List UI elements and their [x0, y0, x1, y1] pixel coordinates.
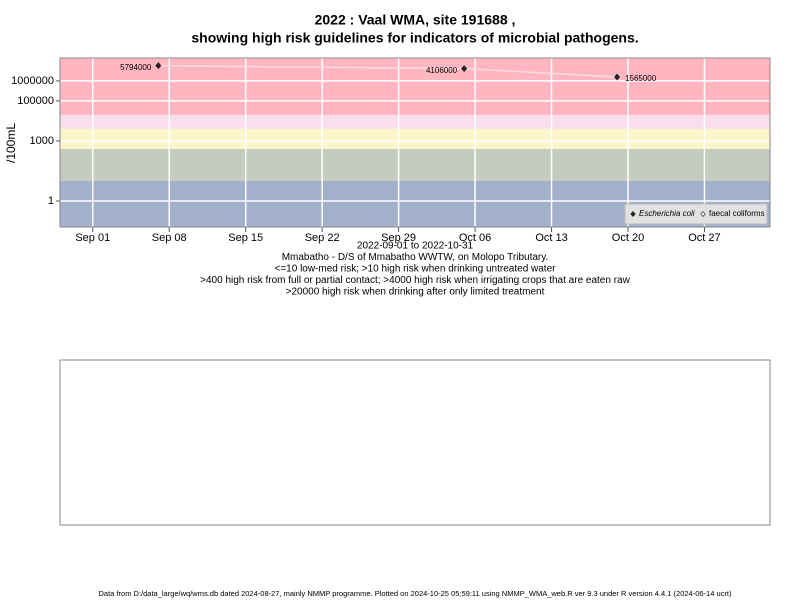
plot-area — [60, 58, 770, 227]
x-tick-label: Sep 29 — [381, 232, 416, 244]
data-label: 4106000 — [426, 66, 458, 75]
data-label: 1565000 — [625, 74, 657, 83]
y-axis-label: /100mL — [4, 123, 18, 163]
subtitle: 2022-09-01 to 2022-10-31 — [357, 241, 474, 252]
x-tick-label: Oct 13 — [535, 232, 567, 244]
x-tick-label: Oct 20 — [612, 232, 644, 244]
x-tick-label: Sep 08 — [152, 232, 187, 244]
risk-band — [60, 128, 770, 149]
x-tick-label: Sep 01 — [75, 232, 110, 244]
y-tick-label: 1 — [48, 195, 54, 207]
footer: Data from D:/data_large/wq/wms.db dated … — [99, 589, 732, 598]
y-tick-label: 100000 — [17, 95, 54, 107]
y-tick-label: 1000 — [30, 135, 54, 147]
y-tick-label: 1000000 — [11, 75, 54, 87]
plot-frame — [59, 57, 771, 228]
x-tick-label: Oct 06 — [459, 232, 491, 244]
subtitle: Mmabatho - D/S of Mmabatho WWTW, on Molo… — [282, 252, 549, 263]
chart-title: 2022 : Vaal WMA, site 191688 , — [315, 12, 516, 28]
x-tick-label: Oct 27 — [688, 232, 720, 244]
subtitle: <=10 low-med risk; >10 high risk when dr… — [275, 264, 557, 275]
subtitle: >400 high risk from full or partial cont… — [200, 275, 630, 286]
data-label: 5794000 — [120, 63, 152, 72]
legend-marker — [630, 211, 636, 217]
data-point — [614, 73, 621, 81]
risk-band — [60, 114, 770, 129]
x-tick-label: Sep 22 — [305, 232, 340, 244]
legend-label: faecal coliforms — [709, 209, 765, 218]
risk-band — [60, 148, 770, 181]
empty-panel — [59, 359, 771, 526]
risk-band — [60, 58, 770, 115]
legend-label: Escherichia coli — [639, 209, 695, 218]
data-point — [155, 62, 162, 70]
chart-title: showing high risk guidelines for indicat… — [191, 30, 638, 46]
subtitle: >20000 high risk when drinking after onl… — [286, 287, 545, 298]
legend-box — [624, 203, 768, 225]
legend-marker — [700, 211, 706, 217]
data-point — [461, 65, 468, 73]
x-tick-label: Sep 15 — [228, 232, 263, 244]
